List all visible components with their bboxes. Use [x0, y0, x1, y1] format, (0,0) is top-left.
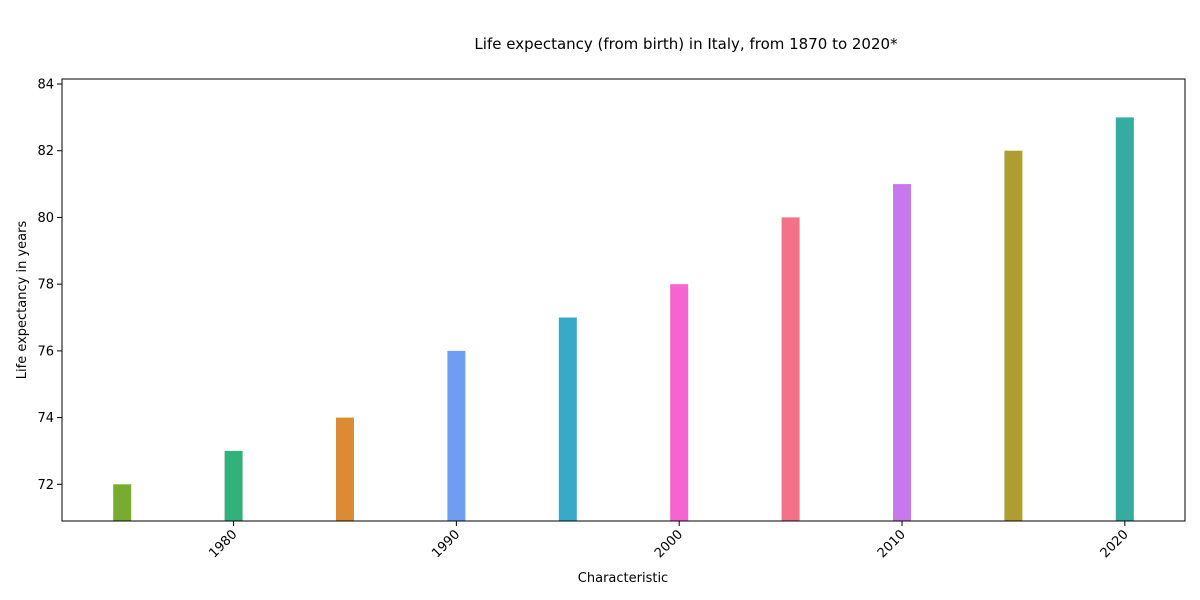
y-tick-label: 84 — [37, 78, 54, 93]
bar-2000 — [670, 284, 689, 521]
x-tick-label: 2020 — [1098, 527, 1132, 561]
x-tick-label: 1980 — [206, 527, 240, 561]
bar-1980 — [224, 450, 243, 521]
chart-title: Life expectancy (from birth) in Italy, f… — [474, 35, 898, 53]
bar-1995 — [558, 317, 577, 521]
y-tick-label: 82 — [37, 144, 54, 159]
x-tick-label: 1990 — [429, 527, 463, 561]
y-tick-label: 80 — [37, 211, 54, 226]
x-axis: 1980 1990 2000 2010 2020 — [206, 521, 1132, 561]
bars — [113, 117, 1134, 522]
x-axis-label: Characteristic — [578, 571, 668, 586]
bar-1975 — [113, 484, 132, 521]
bar-2005 — [781, 217, 800, 521]
bar-2015 — [1004, 150, 1023, 521]
bar-2010 — [893, 184, 911, 521]
bar-1985 — [336, 417, 354, 521]
y-axis: 72 74 76 78 80 82 84 — [37, 78, 62, 493]
x-tick-label: 2010 — [875, 527, 909, 561]
y-tick-label: 72 — [37, 478, 54, 493]
x-tick-label: 2000 — [652, 527, 686, 561]
plot-frame — [61, 78, 1186, 522]
y-tick-label: 78 — [37, 278, 54, 293]
y-tick-label: 76 — [37, 344, 54, 359]
y-tick-label: 74 — [37, 411, 54, 426]
y-axis-label: Life expectancy in years — [15, 221, 30, 380]
bar-2020 — [1115, 117, 1134, 522]
bar-1990 — [447, 350, 466, 521]
